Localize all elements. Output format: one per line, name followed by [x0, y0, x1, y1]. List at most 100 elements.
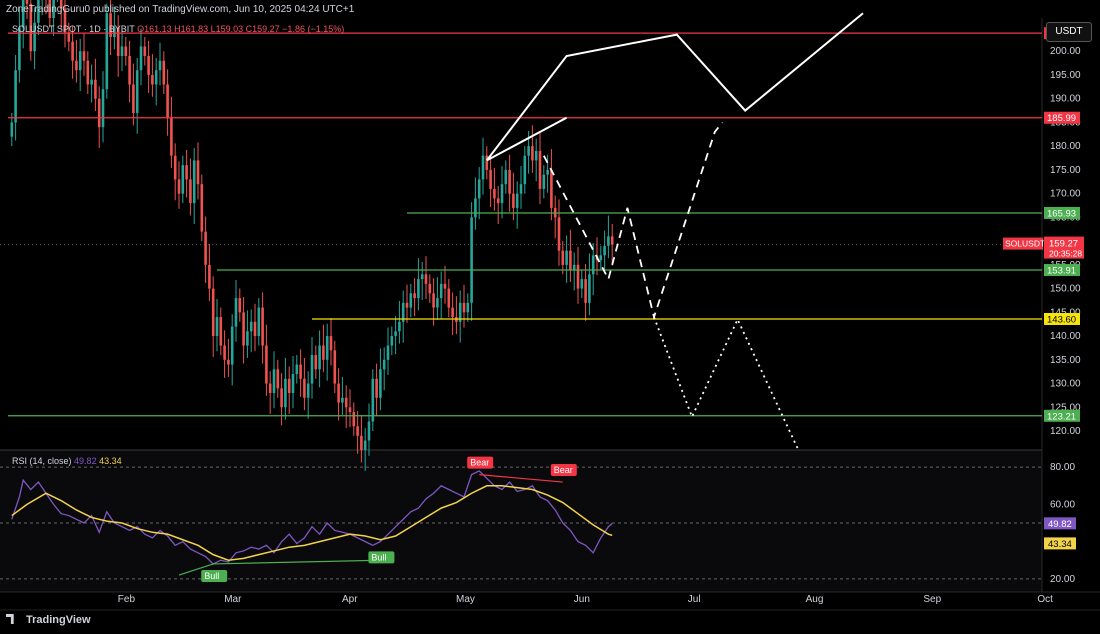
candle-body	[310, 355, 314, 384]
candle-body	[132, 84, 135, 113]
candle-body	[162, 60, 166, 85]
last-price-countdown: 20:35:28	[1049, 249, 1082, 259]
candle-body	[584, 279, 587, 303]
time-tick-label: Oct	[1037, 594, 1053, 605]
candle-body	[86, 60, 90, 85]
candle-body	[466, 302, 470, 313]
candle-body	[113, 27, 116, 37]
candle-body	[417, 279, 420, 299]
candle-body	[29, 3, 33, 52]
symbol-legend[interactable]: SOLUSDT SPOT · 1D · BYBIT O161.13 H161.8…	[12, 24, 344, 34]
price-tick-label: 195.00	[1050, 70, 1081, 81]
rsi-bull-label: Bull	[204, 571, 219, 581]
candle-body	[333, 350, 337, 384]
candle-body	[477, 179, 481, 199]
rsi-tick-label: 80.00	[1050, 462, 1075, 473]
candle-body	[322, 345, 325, 360]
rsi-legend[interactable]: RSI (14, close) 49.82 43.34	[12, 456, 122, 466]
candle-body	[325, 336, 329, 360]
last-price-badge	[1044, 236, 1084, 259]
candle-body	[420, 274, 424, 280]
candle-body	[375, 378, 378, 398]
tradingview-brand[interactable]: TradingView	[6, 614, 91, 626]
symbol-title: SOLUSDT SPOT · 1D · BYBIT	[12, 24, 135, 34]
brand-label: TradingView	[26, 614, 91, 626]
time-tick-label: Aug	[806, 594, 824, 605]
candle-body	[603, 245, 606, 256]
candle-body	[344, 397, 348, 408]
candle-body	[196, 160, 200, 185]
rsi-bear-label-box	[550, 464, 577, 477]
candle-body	[504, 169, 508, 185]
candle-body	[367, 421, 371, 441]
price-tick-label: 200.00	[1050, 46, 1081, 57]
candle-body	[151, 74, 154, 85]
candle-body	[314, 355, 318, 370]
candle-body	[287, 378, 291, 394]
candle-body	[265, 345, 268, 384]
candle-body	[230, 326, 234, 365]
candle-body	[451, 307, 454, 318]
rsi-series-rsi	[11, 470, 613, 565]
time-tick-label: Apr	[342, 594, 358, 605]
price-tick-label: 140.00	[1050, 331, 1081, 342]
rsi-value-label: 49.82	[1048, 519, 1072, 530]
candle-body	[97, 98, 101, 128]
candle-body	[200, 184, 204, 232]
bear-divergence-line	[479, 474, 563, 483]
rsi-bull-label: Bull	[371, 552, 386, 562]
candle-body	[337, 383, 340, 403]
level-label-123.21: 123.21	[1047, 411, 1076, 422]
candle-body	[90, 79, 93, 85]
ohlc-values: O161.13 H161.83 L159.03 C159.27 −1.86 (−…	[137, 24, 345, 34]
candle-body	[557, 217, 561, 251]
price-tick-label: 120.00	[1050, 426, 1081, 437]
candle-body	[105, 13, 109, 90]
candle-body	[63, 8, 67, 33]
rsi-bear-label: Bear	[554, 465, 573, 475]
candle-body	[401, 302, 405, 322]
candle-body	[71, 41, 74, 61]
candle-body	[409, 293, 413, 308]
candle-body	[158, 60, 162, 71]
currency-button[interactable]: USDT	[1046, 22, 1092, 42]
candle-body	[67, 32, 71, 42]
candle-body	[443, 283, 447, 289]
level-label-165.93: 165.93	[1047, 208, 1076, 219]
candle-body	[280, 388, 283, 408]
candle-body	[242, 312, 245, 346]
candle-body	[561, 250, 565, 265]
rsi-pane-background	[0, 450, 1042, 592]
candle-body	[128, 55, 131, 85]
candle-body	[147, 55, 150, 75]
candle-body	[25, 0, 29, 4]
price-tick-label: 190.00	[1050, 94, 1081, 105]
candle-body	[512, 193, 515, 208]
last-price-symbol-badge	[1003, 237, 1043, 250]
candle-body	[124, 46, 128, 56]
candle-body	[550, 169, 553, 208]
candle-body	[394, 331, 397, 337]
candle-body	[257, 307, 261, 337]
candle-body	[462, 302, 466, 313]
candle-body	[170, 117, 173, 156]
candle-body	[508, 169, 511, 194]
candle-body	[189, 179, 192, 204]
last-price-value: 159.27	[1049, 239, 1078, 250]
candle-body	[101, 89, 105, 128]
candle-body	[610, 236, 614, 245]
candle-body	[542, 174, 546, 189]
price-tick-label: 170.00	[1050, 189, 1081, 200]
candle-body	[515, 193, 519, 208]
candle-body	[439, 283, 443, 299]
candle-body	[580, 279, 584, 289]
candle-body	[352, 412, 356, 427]
candle-body	[303, 378, 306, 398]
candle-body	[143, 46, 147, 56]
candle-body	[192, 160, 196, 204]
candle-body	[185, 165, 188, 180]
candle-body	[299, 364, 302, 379]
rsi-bull-label-box	[201, 569, 228, 582]
rsi-value-badge	[1044, 517, 1076, 530]
